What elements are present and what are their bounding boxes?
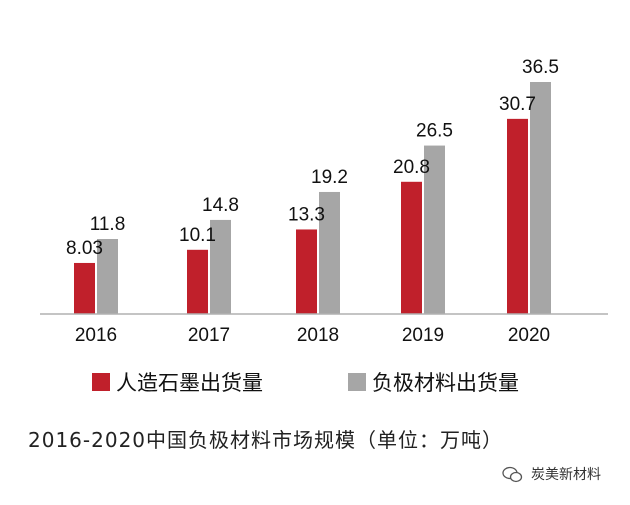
bar-anode-material-2018 — [319, 191, 340, 314]
value-label-artificial-graphite-2018: 13.3 — [288, 204, 325, 225]
bar-artificial-graphite-2017 — [187, 249, 208, 314]
value-label-artificial-graphite-2020: 30.7 — [499, 94, 536, 115]
x-tick-label-2020: 2020 — [508, 325, 550, 346]
x-tick-label-2016: 2016 — [75, 325, 117, 346]
value-label-artificial-graphite-2017: 10.1 — [179, 225, 216, 246]
bar-artificial-graphite-2020 — [507, 118, 528, 314]
bar-artificial-graphite-2019 — [401, 181, 422, 314]
x-tick-labels-group: 2016 2017 2018 2019 2020 — [75, 325, 550, 346]
bars-group — [74, 82, 551, 314]
bar-anode-material-2016 — [97, 238, 118, 314]
bar-anode-material-2017 — [210, 219, 231, 314]
watermark: 炭美新材料 — [502, 466, 601, 483]
value-label-anode-material-2017: 14.8 — [202, 195, 239, 216]
value-label-artificial-graphite-2019: 20.8 — [393, 157, 430, 178]
bar-artificial-graphite-2018 — [296, 229, 317, 314]
value-label-anode-material-2018: 19.2 — [311, 167, 348, 188]
x-tick-label-2018: 2018 — [297, 325, 339, 346]
watermark-text: 炭美新材料 — [531, 467, 601, 483]
value-label-anode-material-2020: 36.5 — [522, 57, 559, 78]
wechat-icon — [502, 466, 523, 483]
bar-anode-material-2020 — [530, 82, 551, 314]
value-label-anode-material-2016: 11.8 — [90, 214, 126, 235]
legend-label-artificial-graphite: 人造石墨出货量 — [116, 371, 263, 395]
value-labels-group: 8.03 11.8 10.1 14.8 13.3 19.2 20.8 26.5 30.7 36.5 — [66, 57, 559, 259]
bar-artificial-graphite-2016 — [74, 262, 95, 314]
chart-title: 2016-2020中国负极材料市场规模（单位：万吨） — [28, 428, 503, 452]
value-label-artificial-graphite-2016: 8.03 — [66, 238, 103, 259]
x-tick-label-2019: 2019 — [402, 325, 444, 346]
legend-label-anode-material: 负极材料出货量 — [372, 371, 519, 395]
value-label-anode-material-2019: 26.5 — [416, 121, 453, 142]
legend-swatch-artificial-graphite — [92, 373, 110, 391]
x-tick-label-2017: 2017 — [188, 325, 230, 346]
legend: 人造石墨出货量 负极材料出货量 — [92, 371, 519, 395]
legend-swatch-anode-material — [348, 373, 366, 391]
bar-anode-material-2019 — [424, 145, 445, 314]
